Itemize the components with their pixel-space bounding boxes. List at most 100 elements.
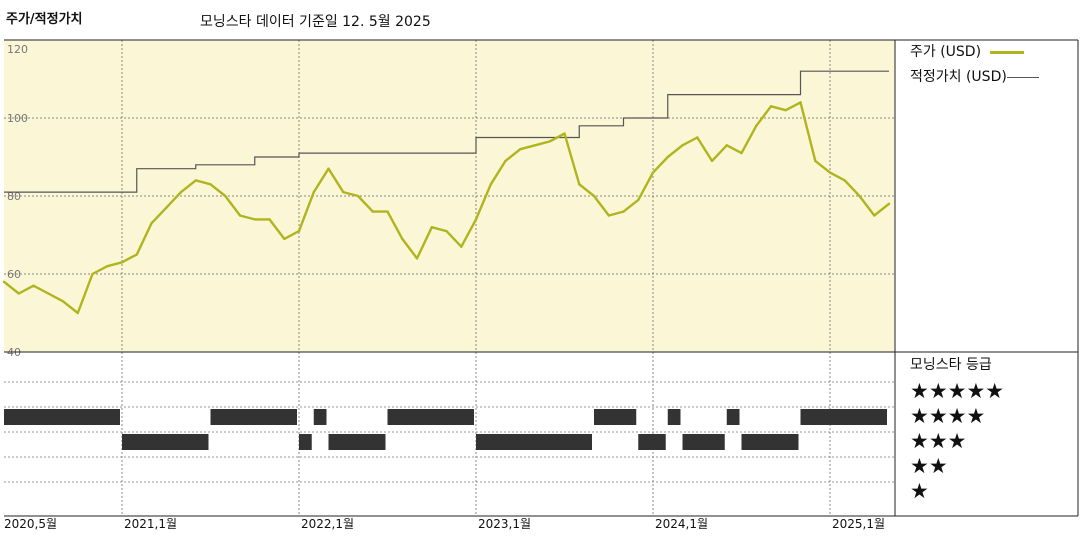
price-point <box>622 210 625 213</box>
x-tick-label: 2021,1월 <box>124 517 177 531</box>
price-point <box>887 202 891 205</box>
rating-5-stars: ★★★★★ <box>910 379 1005 403</box>
price-point <box>740 151 743 155</box>
y-tick-label: 60 <box>7 268 21 281</box>
price-point <box>843 179 846 182</box>
price-point <box>799 101 802 104</box>
price-point <box>224 194 227 198</box>
price-point <box>120 261 124 264</box>
rating-bar <box>726 409 740 425</box>
price-point <box>519 148 522 151</box>
rating-bar <box>4 409 120 425</box>
price-point <box>297 229 301 233</box>
price-point <box>651 171 655 174</box>
price-point <box>607 214 610 217</box>
x-tick-label: 2020,5월 <box>4 517 57 531</box>
price-point <box>17 292 20 295</box>
rating-bar <box>667 409 681 425</box>
price-point <box>371 210 374 213</box>
x-tick-label: 2022,1월 <box>301 517 354 531</box>
price-point <box>2 280 6 283</box>
x-tick-label: 2023,1월 <box>478 517 531 531</box>
price-point <box>106 265 109 268</box>
rating-bar <box>800 409 887 425</box>
price-point <box>312 190 315 194</box>
rating-bar <box>682 434 725 450</box>
price-point <box>415 257 419 260</box>
price-point <box>356 194 360 198</box>
price-point <box>725 144 728 147</box>
rating-bar <box>387 409 474 425</box>
rating-bar <box>210 409 297 425</box>
rating-bar <box>328 434 386 450</box>
price-point <box>784 109 787 112</box>
rating-bar <box>638 434 666 450</box>
price-point <box>32 284 35 287</box>
price-point <box>445 229 448 233</box>
rating-bar <box>313 409 327 425</box>
rating-2-stars: ★★ <box>910 454 948 478</box>
rating-bar <box>476 434 592 450</box>
fair-value-line <box>4 70 889 193</box>
price-point <box>563 132 566 135</box>
x-tick-label: 2025,1월 <box>832 517 885 531</box>
legend-price-swatch <box>989 50 1024 54</box>
price-point <box>769 105 773 108</box>
price-point <box>194 179 197 182</box>
price-point <box>548 140 551 143</box>
price-point <box>489 183 492 186</box>
price-point <box>179 190 183 194</box>
price-point <box>209 183 212 186</box>
legend-price-label: 주가 (USD) <box>910 44 982 60</box>
price-point <box>91 272 94 276</box>
price-point <box>61 300 65 303</box>
price-point <box>533 144 537 147</box>
rating-4-stars: ★★★★ <box>910 404 986 428</box>
y-tick-label: 100 <box>7 112 28 125</box>
rating-panel-title: 모닝스타 등급 <box>910 357 992 373</box>
price-point <box>253 218 256 221</box>
price-point <box>873 214 876 217</box>
price-point <box>238 214 242 217</box>
price-point <box>76 311 79 315</box>
price-point <box>268 218 271 221</box>
price-point <box>327 167 330 170</box>
price-point <box>165 206 168 209</box>
price-point <box>696 136 699 139</box>
rating-bar <box>299 434 312 450</box>
price-point <box>504 159 507 163</box>
rating-bar <box>122 434 209 450</box>
legend-fair-value-swatch <box>1006 76 1039 78</box>
y-tick-label: 80 <box>7 190 21 203</box>
data-date-subtitle: 모닝스타 데이터 기준일 12. 5월 2025 <box>200 14 431 30</box>
price-point <box>578 183 581 186</box>
rating-bar <box>741 434 799 450</box>
price-point <box>755 124 758 128</box>
price-point <box>828 171 832 174</box>
rating-3-stars: ★★★ <box>910 429 967 453</box>
price-point <box>283 237 286 241</box>
price-point <box>592 194 596 198</box>
price-point <box>430 226 433 229</box>
price-point <box>666 155 669 159</box>
price-point <box>342 190 345 194</box>
price-point <box>858 194 861 198</box>
price-point <box>47 292 50 295</box>
price-point <box>135 253 138 256</box>
legend-fair-value: 적정가치 (USD) <box>910 66 1039 86</box>
x-tick-label: 2024,1월 <box>655 517 708 531</box>
rating-1-star: ★ <box>910 479 929 503</box>
price-point <box>474 218 478 221</box>
price-point <box>150 222 153 225</box>
price-point <box>637 198 640 202</box>
rating-bar <box>594 409 637 425</box>
chart-title: 주가/적정가치 <box>6 12 83 27</box>
price-point <box>814 159 817 163</box>
legend-fair-value-label: 적정가치 (USD) <box>910 69 1007 85</box>
price-point <box>710 159 714 163</box>
price-point <box>460 245 463 248</box>
price-point <box>401 237 404 241</box>
legend-price: 주가 (USD) <box>910 41 1024 61</box>
price-point <box>386 210 389 213</box>
